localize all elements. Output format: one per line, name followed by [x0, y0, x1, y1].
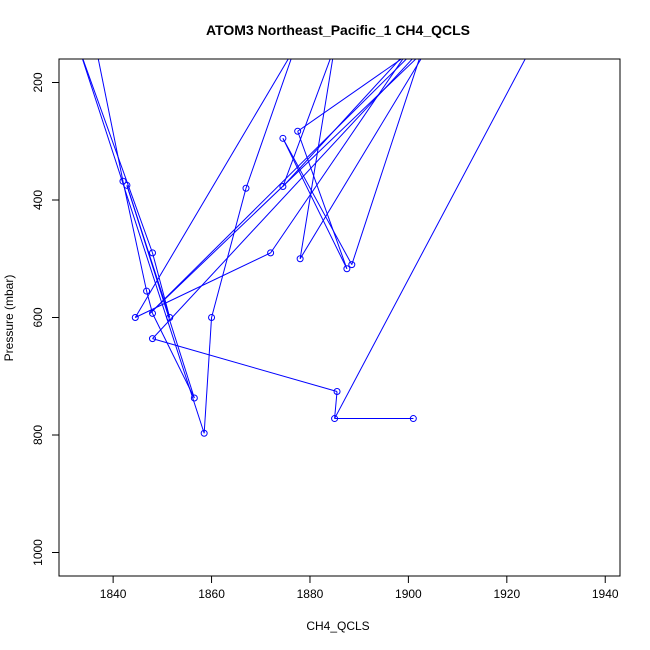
data-point: [294, 127, 302, 135]
data-point: [333, 388, 341, 396]
data-point: [166, 314, 174, 321]
series-segment: [152, 59, 413, 339]
series-segment: [351, 59, 420, 265]
series-segment: [82, 59, 153, 254]
series-segment: [152, 338, 338, 393]
data-point: [200, 429, 208, 437]
data-point: [131, 314, 139, 321]
data-point: [409, 415, 417, 423]
series-segment: [334, 59, 526, 419]
series-segment: [126, 185, 171, 318]
plot-frame: [58, 58, 621, 577]
x-tick-label: 1920: [493, 587, 520, 601]
series-segment: [134, 59, 289, 318]
series-segment: [152, 252, 171, 318]
plot-points: [119, 127, 417, 437]
series-segment: [149, 59, 408, 314]
x-tick-label: 1840: [100, 587, 127, 601]
data-point: [190, 394, 198, 402]
series-segment: [299, 59, 422, 260]
x-tick-label: 1940: [592, 587, 619, 601]
data-point: [208, 314, 216, 321]
y-axis-title: Pressure (mbar): [2, 275, 16, 362]
x-tick-label: 1900: [395, 587, 422, 601]
series-segment: [211, 188, 247, 318]
y-axis: 200 400 600 800 1000: [31, 72, 59, 566]
series-segment: [282, 59, 401, 187]
series-segment: [245, 59, 292, 189]
data-point: [119, 177, 127, 185]
series-segment: [81, 59, 205, 434]
series-segment: [334, 391, 338, 419]
plot-lines: [81, 59, 526, 434]
y-tick-label: 800: [31, 425, 45, 445]
series-segment: [282, 138, 353, 265]
data-point: [343, 265, 351, 273]
x-tick-label: 1880: [297, 587, 324, 601]
series-segment: [297, 131, 348, 269]
data-point: [143, 287, 151, 295]
y-tick-label: 600: [31, 307, 45, 327]
data-point: [123, 181, 131, 189]
series-segment: [282, 138, 348, 269]
data-point: [331, 415, 339, 423]
series-segment: [152, 313, 195, 399]
data-point: [296, 255, 304, 263]
data-point: [242, 184, 250, 192]
series-segment: [122, 181, 148, 292]
data-point: [149, 335, 156, 343]
series-segment: [297, 59, 403, 132]
series-segment: [270, 59, 404, 254]
y-tick-label: 200: [31, 72, 45, 92]
chart-title: ATOM3 Northeast_Pacific_1 CH4_QCLS: [206, 22, 470, 38]
series-segment: [282, 59, 331, 187]
data-point: [267, 249, 275, 257]
x-axis: 1840 1860 1880 1900 1920 1940: [100, 576, 619, 601]
series-segment: [203, 317, 213, 434]
data-point: [279, 134, 287, 142]
y-tick-label: 1000: [31, 539, 45, 566]
data-point: [279, 182, 287, 190]
data-point: [149, 309, 156, 317]
data-point: [149, 249, 156, 257]
x-axis-title: CH4_QCLS: [306, 619, 369, 633]
x-tick-label: 1860: [198, 587, 225, 601]
data-point: [348, 261, 356, 269]
series-segment: [135, 252, 271, 318]
y-tick-label: 400: [31, 190, 45, 210]
